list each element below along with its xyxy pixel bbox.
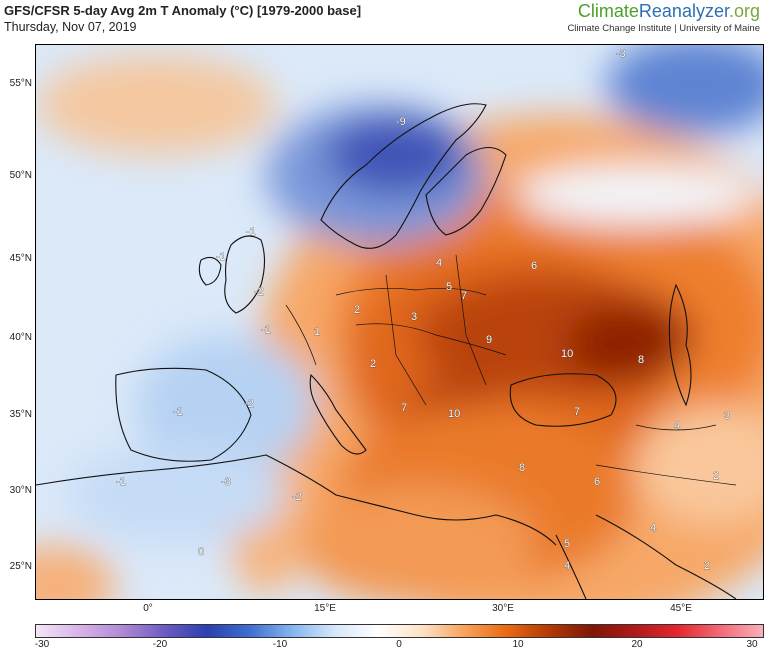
contour-label: 2 [370,358,376,370]
contour-label: 10 [448,408,460,420]
anomaly-field [36,45,763,599]
contour-label: 5 [564,538,570,550]
lat-label: 50°N [9,170,32,181]
lat-label: 30°N [9,485,32,496]
lat-label: 40°N [9,332,32,343]
contour-label: -3 [221,476,231,488]
contour-label: 5 [446,281,452,293]
lon-label: 45°E [670,603,692,614]
colorbar-tick: 20 [631,639,643,650]
colorbar-tick: -30 [34,639,50,650]
contour-label: -1 [116,476,126,488]
contour-label: -3 [616,48,626,60]
contour-labels: -9 -1 -1 -2 -1 -2 -3 -1 0 -1 -2 1 2 2 3 … [116,48,731,573]
contour-label: 4 [674,420,680,432]
contour-label: 8 [519,462,525,474]
lat-label: 25°N [9,561,32,572]
lat-label: 35°N [9,409,32,420]
contour-label: 4 [650,522,656,534]
contour-label: 6 [594,476,600,488]
brand-part-1: Climate [577,1,639,21]
anomaly-map[interactable]: -9 -1 -1 -2 -1 -2 -3 -1 0 -1 -2 1 2 2 3 … [35,44,764,600]
contour-label: -1 [246,226,256,238]
brand-subtitle: Climate Change Institute | University of… [567,23,760,34]
contour-label: 7 [401,402,407,414]
lon-label: 30°E [492,603,514,614]
lon-label: 0° [143,603,153,614]
contour-label: 10 [561,348,573,360]
map-title: GFS/CFSR 5-day Avg 2m T Anomaly (°C) [19… [4,3,362,18]
contour-label: -1 [173,406,183,418]
contour-label: 6 [531,260,537,272]
colorbar-tick: 10 [512,639,524,650]
colorbar-tick: -10 [272,639,288,650]
coastlines [36,103,737,599]
lat-label: 55°N [9,78,32,89]
contour-label: 3 [724,410,730,422]
contour-label: 1 [314,326,320,338]
anomaly-map-svg: -9 -1 -1 -2 -1 -2 -3 -1 0 -1 -2 1 2 2 3 … [36,45,763,599]
contour-label: 9 [486,334,492,346]
colorbar-tick: 30 [746,639,758,650]
contour-label: -2 [254,286,264,298]
contour-label: 3 [411,311,417,323]
lon-label: 15°E [314,603,336,614]
map-date: Thursday, Nov 07, 2019 [4,20,137,34]
contour-label: -2 [244,398,254,410]
contour-label: 7 [461,290,467,302]
contour-label: 2 [354,304,360,316]
brand-logo[interactable]: ClimateReanalyzer.org [578,1,760,22]
brand-part-2: Reanalyzer [638,1,729,21]
contour-label: 4 [436,257,442,269]
lat-label: 45°N [9,253,32,264]
colorbar-tick: -20 [152,639,168,650]
contour-label: 8 [638,354,644,366]
contour-label: 7 [574,406,580,418]
contour-label: -2 [292,491,302,503]
contour-label: -9 [396,116,406,128]
contour-label: -1 [216,251,226,263]
colorbar [35,624,764,638]
brand-part-3: .org [728,1,760,21]
contour-label: 0 [198,546,204,558]
colorbar-tick: 0 [396,639,402,650]
contour-label: -1 [261,324,271,336]
contour-label: 2 [704,560,710,572]
contour-label: 2 [713,470,719,482]
contour-label: 4 [564,560,570,572]
